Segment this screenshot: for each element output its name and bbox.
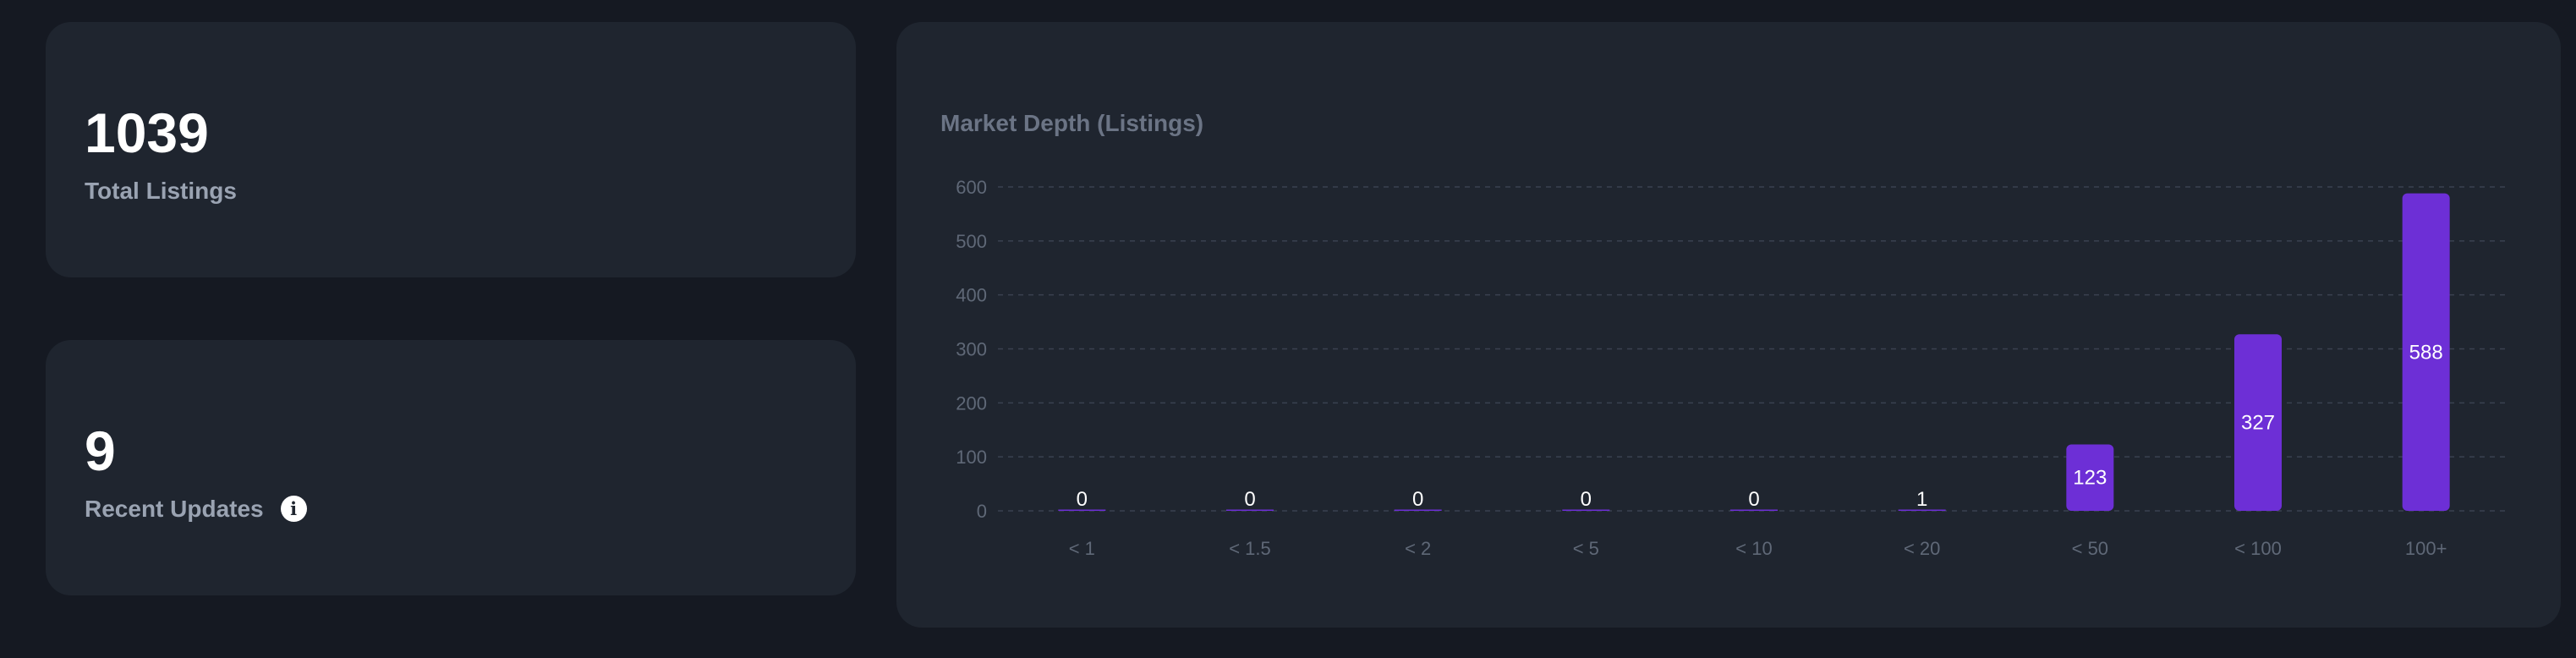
y-tick-label: 100 [956, 447, 987, 468]
y-tick-label: 300 [956, 339, 987, 360]
recent-updates-label: Recent Updates [85, 495, 264, 522]
bar[interactable] [1226, 509, 1274, 512]
x-tick-label: 100+ [2405, 538, 2447, 559]
x-tick-label: < 100 [2234, 538, 2282, 559]
x-tick-label: < 1.5 [1229, 538, 1271, 559]
x-tick-label: < 2 [1405, 538, 1431, 559]
recent-updates-card: 9 Recent Updates i [46, 340, 856, 595]
bar[interactable] [1730, 509, 1778, 512]
bar[interactable] [1058, 509, 1106, 512]
bar[interactable] [1562, 509, 1610, 512]
y-tick-label: 0 [977, 501, 987, 522]
bar-data-label: 0 [1748, 488, 1759, 511]
info-icon[interactable]: i [280, 496, 307, 522]
y-tick-label: 200 [956, 392, 987, 414]
bar-data-label: 0 [1581, 488, 1592, 511]
bar-data-label: 0 [1412, 488, 1423, 511]
bar[interactable] [1394, 509, 1442, 512]
x-tick-label: < 10 [1735, 538, 1772, 559]
y-tick-label: 500 [956, 231, 987, 252]
total-listings-label: Total Listings [85, 178, 237, 204]
x-tick-label: < 50 [2072, 538, 2108, 559]
market-depth-chart-card: Market Depth (Listings) 0 100 200 300 400 500… [896, 22, 2561, 628]
bar[interactable] [1898, 509, 1946, 512]
bar-data-label: 588 [2409, 341, 2443, 364]
recent-updates-value: 9 [85, 419, 116, 482]
y-tick-label: 600 [956, 177, 987, 198]
bar[interactable] [2234, 334, 2282, 511]
bar-data-label: 0 [1244, 488, 1255, 511]
chart-title: Market Depth (Listings) [940, 110, 1204, 136]
x-tick-label: < 20 [1904, 538, 1940, 559]
x-tick-label: < 1 [1069, 538, 1095, 559]
bar-data-label: 1 [1916, 488, 1927, 511]
bar-data-label: 0 [1077, 488, 1088, 511]
x-tick-label: < 5 [1573, 538, 1599, 559]
total-listings-card: 1039 Total Listings [46, 22, 856, 277]
total-listings-value: 1039 [85, 101, 209, 164]
bar[interactable] [2402, 193, 2450, 511]
bar-data-label: 327 [2241, 412, 2275, 435]
y-tick-label: 400 [956, 285, 987, 306]
bar-data-label: 123 [2073, 467, 2107, 490]
recent-updates-label-row: Recent Updates i [85, 496, 307, 522]
bar[interactable] [2066, 444, 2114, 511]
